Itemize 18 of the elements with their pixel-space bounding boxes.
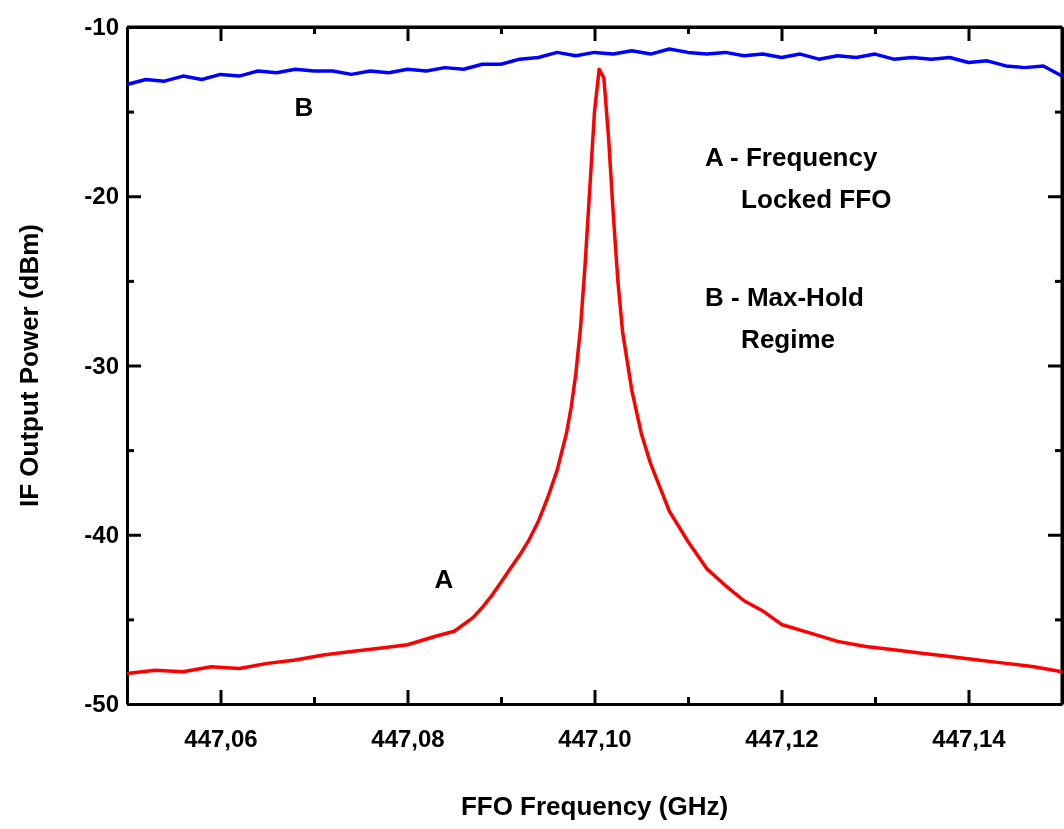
annotation: A [434,564,454,594]
y-tick-label: -20 [84,182,119,210]
line-series [125,47,1064,87]
x-tick-label: 447,08 [371,724,445,752]
y-tick-label: -50 [84,690,119,718]
y-tick-label: -40 [84,520,119,548]
x-tick-label: 447,12 [745,724,819,752]
y-tick-label: -30 [84,351,119,379]
x-tick-label: 447,06 [184,724,258,752]
x-tick-label: 447,14 [932,724,1007,752]
y-axis-title: IF Output Power (dBm) [14,223,44,508]
line-series [125,67,1064,676]
annotation: B [294,92,314,122]
x-tick-label: 447,10 [558,724,632,752]
y-tick-label: -10 [84,13,119,41]
x-axis-title: FFO Frequency (GHz) [460,791,729,821]
annotation: A - Frequency Locked FFO [705,142,892,214]
annotation: B - Max-Hold Regime [705,282,864,354]
